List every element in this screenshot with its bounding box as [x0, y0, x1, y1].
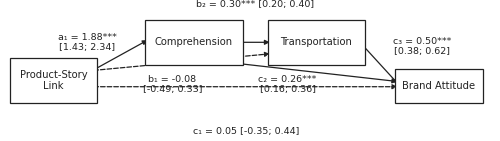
Text: a₁ = 1.88***
[1.43; 2.34]: a₁ = 1.88*** [1.43; 2.34]	[58, 33, 117, 52]
FancyBboxPatch shape	[395, 69, 482, 103]
Text: Comprehension: Comprehension	[154, 37, 233, 47]
FancyBboxPatch shape	[145, 20, 242, 65]
FancyBboxPatch shape	[10, 58, 98, 103]
Text: Product-Story
Link: Product-Story Link	[20, 70, 87, 91]
Text: c₁ = 0.05 [-0.35; 0.44]: c₁ = 0.05 [-0.35; 0.44]	[193, 127, 299, 136]
FancyBboxPatch shape	[268, 20, 365, 65]
Text: b₂ = 0.30*** [0.20; 0.40]: b₂ = 0.30*** [0.20; 0.40]	[196, 0, 314, 9]
Text: Brand Attitude: Brand Attitude	[402, 81, 475, 91]
Text: c₂ = 0.26***
[0.16; 0.36]: c₂ = 0.26*** [0.16; 0.36]	[258, 75, 316, 94]
Text: b₁ = -0.08
[-0.49; 0.33]: b₁ = -0.08 [-0.49; 0.33]	[143, 75, 202, 94]
Text: Transportation: Transportation	[280, 37, 352, 47]
Text: c₃ = 0.50***
[0.38; 0.62]: c₃ = 0.50*** [0.38; 0.62]	[394, 37, 452, 56]
